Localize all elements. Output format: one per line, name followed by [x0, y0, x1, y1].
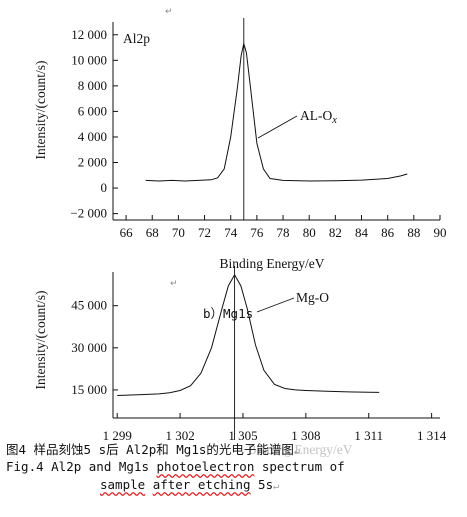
al2p-annotation-subscript: x [331, 115, 337, 126]
mg1s-y-tick-label: 15 000 [71, 382, 107, 397]
al2p-x-tick-label: 80 [303, 225, 316, 240]
caption-en-prefix: Fig.4 Al2p and Mg1s [6, 459, 157, 474]
caption-line-3: sample after etching 5s↵ [100, 477, 279, 492]
al2p-y-axis-label: Intensity/(count/s) [33, 61, 48, 160]
mg1s-ticks: 15 000 30 000 45 000 1 299 1 302 1 305 1 308 1 … [71, 298, 446, 443]
al2p-series [145, 18, 408, 220]
mg1s-series-line [117, 273, 380, 396]
mg1s-series [117, 266, 380, 440]
al2p-panel-label: Al2p [123, 31, 150, 46]
al2p-x-tick-label: 66 [120, 225, 134, 240]
mg1s-x-tick-label: 1 305 [228, 428, 257, 443]
al2p-ticks: −2 000 0 2 000 4 000 6 000 8 000 10 000 12 000 6… [70, 27, 446, 240]
al2p-x-tick-label: 72 [198, 225, 211, 240]
mg1s-x-axis-label: Binding Energy/eV [247, 442, 352, 457]
al2p-x-tick-label: 84 [355, 225, 369, 240]
caption-en-suffix: spectrum of [254, 459, 345, 474]
al2p-y-tick-label: 12 000 [71, 27, 107, 42]
al2p-x-tick-label: 78 [277, 225, 290, 240]
caption-en-etching: after etching [152, 477, 251, 492]
al2p-y-tick-label: 0 [101, 180, 108, 195]
mg1s-annotation: Mg-O [296, 290, 329, 305]
mg1s-inline-label: b）Mg1s [203, 306, 253, 321]
al2p-x-tick-label: 82 [329, 225, 342, 240]
al2p-x-tick-label: 74 [224, 225, 238, 240]
al2p-y-tick-label: 2 000 [78, 155, 107, 170]
paragraph-mark-icon: ↵ [165, 7, 173, 17]
al2p-y-tick-label: 4 000 [78, 129, 107, 144]
al2p-x-axis-label: Binding Energy/eV [219, 256, 324, 271]
paragraph-mark-icon: ↵ [293, 446, 300, 457]
paragraph-mark-icon: ↵ [170, 279, 178, 289]
caption-en-time: 5s [250, 477, 274, 492]
mg1s-x-tick-label: 1 299 [103, 428, 132, 443]
caption-line-1: 图4 样品刻蚀5 s后 Al2p和 Mg1s的光电子能谱图↵ [6, 439, 300, 458]
panel-al2p: −2 000 0 2 000 4 000 6 000 8 000 10 000 12 000 6… [33, 7, 447, 271]
al2p-x-tick-label: 86 [381, 225, 395, 240]
al2p-axes [112, 22, 440, 221]
panel-mg1s: 15 000 30 000 45 000 1 299 1 302 1 305 1 308 1 … [33, 266, 447, 457]
mg1s-y-tick-label: 45 000 [71, 298, 107, 313]
caption-en-squiggle: photoelectron [156, 459, 255, 474]
al2p-annotation-leader [257, 115, 298, 139]
al2p-x-tick-label: 68 [146, 225, 159, 240]
paragraph-mark-icon: ↵ [273, 481, 280, 492]
al2p-x-tick-label: 70 [172, 225, 185, 240]
al2p-annotation-main: AL-O [300, 108, 332, 123]
mg1s-annotation-leader [256, 297, 295, 313]
al2p-y-tick-label: −2 000 [70, 206, 107, 221]
mg1s-x-tick-label: 1 308 [291, 428, 320, 443]
al2p-series-line [145, 43, 408, 182]
al2p-annotation: AL-Ox [300, 108, 337, 126]
al2p-x-tick-label: 76 [250, 225, 264, 240]
mg1s-x-tick-label: 1 302 [165, 428, 194, 443]
mg1s-x-tick-label: 1 314 [417, 428, 447, 443]
al2p-y-tick-label: 8 000 [78, 78, 107, 93]
mg1s-y-axis-label: Intensity/(count/s) [33, 291, 48, 390]
al2p-y-tick-label: 6 000 [78, 103, 107, 118]
caption-en-sample: sample [100, 477, 146, 492]
mg1s-axes [112, 272, 440, 419]
mg1s-y-tick-label: 30 000 [71, 340, 107, 355]
caption-line-2: Fig.4 Al2p and Mg1s photoelectron spectr… [6, 459, 345, 474]
al2p-y-tick-label: 10 000 [71, 52, 107, 67]
al2p-x-tick-label: 88 [407, 225, 420, 240]
al2p-x-tick-label: 90 [434, 225, 447, 240]
caption-cn: 图4 样品刻蚀5 s后 Al2p和 Mg1s的光电子能谱图 [6, 442, 294, 457]
mg1s-x-tick-label: 1 311 [354, 428, 383, 443]
